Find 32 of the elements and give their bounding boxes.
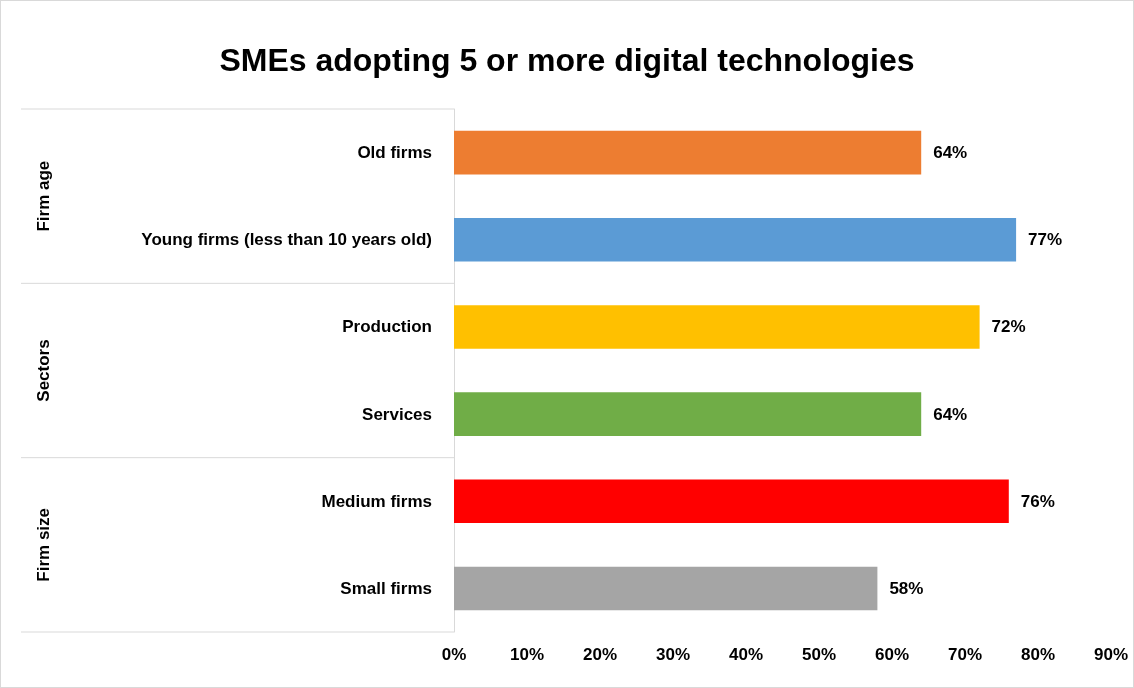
data-label: 76% [1020, 491, 1055, 511]
data-label: 77% [1028, 230, 1063, 250]
y-tick-label: Medium firms [321, 491, 432, 511]
bar [454, 130, 922, 175]
x-tick-label: 60% [874, 645, 910, 664]
bar [454, 392, 922, 436]
text: Firm size [33, 507, 53, 582]
x-tick-label: 70% [947, 645, 983, 664]
y-tick-label: Young firms (less than 10 years old) [141, 230, 432, 250]
x-tick-label: 0% [441, 645, 467, 664]
y-tick-label: Services [362, 404, 432, 424]
bar [454, 479, 1009, 524]
y-tick-label: Small firms [340, 578, 432, 598]
data-label: 64% [933, 143, 968, 163]
x-tick-label: 50% [801, 645, 837, 664]
x-tick-label: 10% [509, 645, 545, 664]
y-tick-label: Old firms [357, 143, 432, 163]
data-label: 64% [933, 404, 968, 424]
x-tick-label: 90% [1093, 645, 1129, 664]
x-tick-label: 20% [582, 645, 618, 664]
bar [454, 217, 1017, 262]
data-label: 72% [991, 317, 1026, 337]
bar [454, 566, 878, 611]
x-tick-label: 40% [728, 645, 764, 664]
bar [454, 305, 980, 349]
x-tick-label: 30% [655, 645, 691, 664]
chart-title: SMEs adopting 5 or more digital technologies [219, 42, 915, 78]
text: Sectors [33, 339, 53, 402]
data-label: 58% [889, 578, 924, 598]
text: Firm age [33, 160, 53, 232]
x-tick-label: 80% [1020, 645, 1056, 664]
y-tick-label: Production [342, 317, 432, 337]
